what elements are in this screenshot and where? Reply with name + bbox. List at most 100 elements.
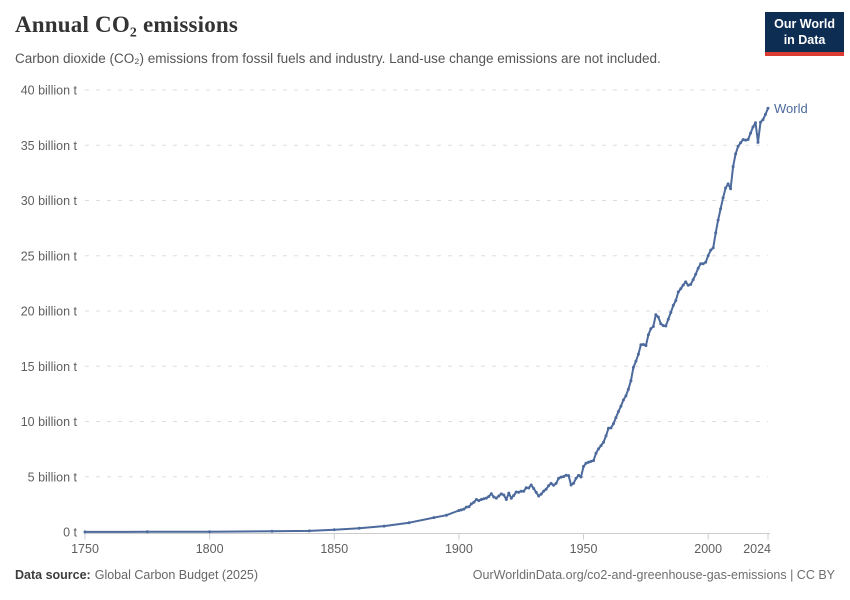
data-point-marker[interactable] (594, 451, 598, 455)
attribution-link[interactable]: OurWorldinData.org/co2-and-greenhouse-ga… (472, 568, 835, 582)
data-point-marker[interactable] (542, 489, 546, 493)
data-point-marker[interactable] (701, 262, 705, 266)
data-point-marker[interactable] (621, 398, 625, 402)
data-point-marker[interactable] (731, 165, 735, 169)
data-point-marker[interactable] (699, 262, 703, 266)
data-point-marker[interactable] (529, 483, 533, 487)
data-point-marker[interactable] (639, 343, 643, 347)
data-point-marker[interactable] (472, 500, 476, 504)
data-point-marker[interactable] (502, 493, 506, 497)
data-point-marker[interactable] (644, 344, 648, 348)
data-point-marker[interactable] (626, 387, 630, 391)
data-point-marker[interactable] (666, 317, 670, 321)
data-point-marker[interactable] (719, 207, 723, 211)
data-point-marker[interactable] (567, 474, 571, 478)
data-point-marker[interactable] (649, 327, 653, 331)
owid-logo[interactable]: Our World in Data (765, 12, 844, 57)
data-point-marker[interactable] (612, 422, 615, 426)
data-point-marker[interactable] (669, 311, 673, 314)
data-point-marker[interactable] (597, 447, 600, 451)
data-point-marker[interactable] (636, 352, 640, 356)
data-point-marker[interactable] (459, 508, 463, 512)
world-series-label[interactable]: World (774, 101, 808, 116)
data-point-marker[interactable] (559, 475, 563, 479)
data-point-marker[interactable] (631, 365, 635, 369)
data-point-marker[interactable] (741, 138, 745, 142)
data-point-marker[interactable] (651, 325, 655, 328)
data-point-marker[interactable] (629, 379, 633, 383)
data-point-marker[interactable] (208, 530, 212, 534)
data-point-marker[interactable] (646, 333, 650, 337)
data-point-marker[interactable] (332, 528, 336, 532)
data-point-marker[interactable] (514, 490, 518, 494)
data-point-marker[interactable] (582, 465, 585, 468)
data-point-marker[interactable] (587, 460, 590, 464)
data-point-marker[interactable] (564, 473, 568, 477)
data-point-marker[interactable] (616, 410, 620, 414)
data-point-marker[interactable] (479, 498, 483, 501)
world-series-line[interactable] (84, 107, 769, 533)
data-point-marker[interactable] (696, 266, 700, 270)
data-point-marker[interactable] (716, 218, 720, 222)
data-point-marker[interactable] (736, 144, 740, 148)
data-point-marker[interactable] (519, 489, 523, 493)
data-point-marker[interactable] (487, 495, 491, 498)
data-point-marker[interactable] (674, 299, 678, 302)
data-point-marker[interactable] (714, 231, 718, 235)
data-point-marker[interactable] (729, 187, 733, 191)
data-point-marker[interactable] (614, 416, 618, 420)
data-point-marker[interactable] (492, 495, 496, 499)
data-point-marker[interactable] (671, 303, 675, 307)
data-point-marker[interactable] (524, 486, 528, 490)
data-point-marker[interactable] (357, 526, 361, 530)
data-point-marker[interactable] (724, 186, 728, 190)
data-point-marker[interactable] (599, 444, 603, 448)
data-point-marker[interactable] (517, 490, 521, 494)
data-point-marker[interactable] (739, 141, 743, 145)
data-point-marker[interactable] (444, 513, 448, 517)
data-point-marker[interactable] (607, 426, 610, 430)
data-point-marker[interactable] (270, 529, 274, 533)
data-point-marker[interactable] (145, 530, 149, 534)
data-point-marker[interactable] (469, 502, 473, 506)
data-point-marker[interactable] (764, 112, 767, 116)
data-point-marker[interactable] (602, 440, 605, 444)
data-point-marker[interactable] (474, 498, 478, 501)
data-point-marker[interactable] (654, 313, 658, 317)
data-point-marker[interactable] (497, 494, 501, 498)
data-point-marker[interactable] (709, 248, 713, 252)
data-point-marker[interactable] (706, 254, 710, 258)
data-point-marker[interactable] (624, 394, 628, 398)
data-point-marker[interactable] (634, 359, 638, 363)
data-point-marker[interactable] (554, 481, 558, 485)
data-point-marker[interactable] (507, 491, 511, 495)
data-point-marker[interactable] (734, 152, 738, 156)
data-point-marker[interactable] (499, 492, 503, 496)
data-point-marker[interactable] (512, 494, 516, 497)
data-point-marker[interactable] (537, 494, 541, 498)
data-point-marker[interactable] (569, 483, 573, 487)
data-point-marker[interactable] (754, 121, 757, 125)
data-point-marker[interactable] (539, 492, 543, 496)
data-point-marker[interactable] (694, 272, 698, 276)
data-point-marker[interactable] (689, 282, 693, 286)
data-point-marker[interactable] (562, 475, 566, 479)
data-point-marker[interactable] (664, 324, 668, 328)
data-point-marker[interactable] (751, 125, 755, 129)
data-point-marker[interactable] (467, 505, 471, 509)
data-point-marker[interactable] (552, 483, 556, 487)
data-point-marker[interactable] (746, 138, 750, 141)
data-point-marker[interactable] (489, 492, 493, 496)
data-point-marker[interactable] (557, 476, 561, 480)
data-point-marker[interactable] (382, 524, 386, 528)
data-point-marker[interactable] (659, 322, 663, 326)
data-point-marker[interactable] (579, 475, 583, 479)
data-point-marker[interactable] (704, 260, 708, 264)
data-point-marker[interactable] (589, 459, 593, 463)
data-point-marker[interactable] (432, 516, 436, 520)
data-point-marker[interactable] (619, 404, 623, 408)
data-point-marker[interactable] (407, 521, 411, 525)
data-point-marker[interactable] (756, 140, 760, 144)
data-point-marker[interactable] (574, 476, 578, 480)
data-point-marker[interactable] (522, 489, 526, 493)
